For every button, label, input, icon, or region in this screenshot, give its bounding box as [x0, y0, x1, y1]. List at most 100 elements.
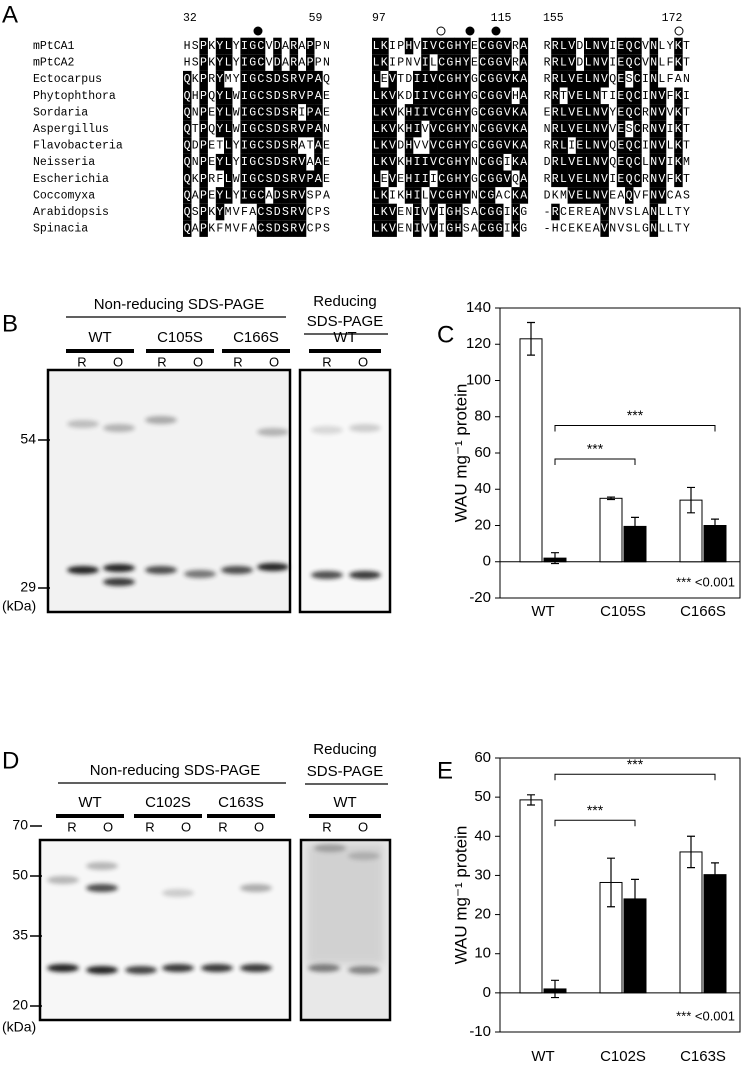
identity-shade — [437, 120, 447, 138]
identity-shade — [256, 70, 266, 88]
marker-label: 29 — [20, 579, 36, 595]
identity-shade — [486, 220, 496, 237]
identity-shade — [478, 187, 488, 204]
identity-shade — [281, 170, 290, 188]
band — [349, 571, 381, 579]
identity-shade — [281, 220, 290, 237]
identity-shade — [503, 170, 512, 188]
identity-shade — [674, 120, 683, 138]
lane-label: O — [269, 354, 279, 369]
identity-shade — [584, 104, 593, 121]
position-number: 155 — [543, 12, 564, 25]
sequence: -RCEREAVNVSLANLLTY — [544, 206, 690, 219]
lane-label: O — [254, 819, 264, 834]
identity-shade — [633, 153, 642, 171]
y-tick-label: 20 — [474, 906, 491, 923]
identity-shade — [429, 153, 438, 171]
y-tick-label: 80 — [474, 408, 491, 425]
identity-shade — [551, 120, 560, 138]
identity-shade — [592, 120, 601, 138]
x-tick-label: C166S — [680, 603, 726, 620]
group-label: WT — [333, 329, 356, 346]
identity-shade — [183, 87, 192, 105]
identity-shade — [437, 70, 447, 88]
identity-shade — [495, 54, 504, 71]
identity-shade — [600, 120, 609, 138]
panel-label: E — [437, 757, 453, 784]
identity-shade — [657, 104, 667, 121]
identity-shade — [511, 187, 520, 204]
identity-shade — [600, 70, 609, 88]
identity-shade — [265, 153, 274, 171]
identity-shade — [224, 170, 233, 188]
error-bar — [527, 321, 535, 356]
y-tick-label: 60 — [474, 749, 491, 766]
identity-shade — [380, 187, 389, 204]
identity-shade — [380, 87, 389, 105]
identity-shade — [215, 104, 225, 121]
error-bar — [551, 979, 559, 999]
identity-shade — [199, 87, 208, 105]
identity-shade — [495, 87, 504, 105]
identity-shade — [306, 120, 315, 138]
identity-shade — [445, 87, 455, 105]
identity-shade — [314, 120, 323, 138]
identity-shade — [297, 170, 307, 188]
bar — [599, 497, 623, 563]
smear — [307, 844, 384, 964]
panel-label: B — [2, 310, 18, 337]
identity-shade — [256, 203, 266, 221]
sequence: LKVENIVVIGHSACGGIKG — [373, 223, 528, 236]
identity-shade — [657, 170, 667, 188]
identity-shade — [445, 203, 455, 221]
identity-shade — [289, 170, 299, 188]
identity-shade — [511, 120, 520, 138]
identity-shade — [183, 70, 192, 88]
species-name: Spinacia — [33, 223, 88, 236]
sequence: QNPEYLWIGCSDSRIPAE — [184, 106, 330, 119]
identity-shade — [256, 170, 266, 188]
identity-shade — [625, 137, 634, 154]
identity-shade — [404, 153, 414, 171]
identity-shade — [437, 37, 447, 55]
identity-shade — [551, 87, 560, 105]
band — [348, 852, 380, 860]
identity-shade — [413, 187, 422, 204]
identity-shade — [429, 70, 438, 88]
cys-dot — [465, 26, 475, 36]
identity-shade — [559, 170, 568, 188]
identity-shade — [240, 87, 249, 105]
identity-shade — [625, 37, 634, 55]
y-axis-label: WAU mg⁻¹ protein — [451, 826, 470, 965]
group-label: C163S — [218, 794, 264, 811]
sequence: HSPKYLYIGCVDARAPPN — [184, 57, 330, 70]
identity-shade — [199, 54, 208, 71]
identity-shade — [633, 137, 642, 154]
y-tick-label: 10 — [474, 945, 491, 962]
identity-shade — [224, 187, 233, 204]
cys-dot — [491, 26, 501, 36]
identity-shade — [445, 137, 455, 154]
identity-shade — [429, 37, 438, 55]
identity-shade — [649, 153, 659, 171]
identity-shade — [567, 187, 577, 204]
identity-shade — [248, 54, 258, 71]
significance-label: *** — [627, 756, 644, 772]
identity-shade — [248, 70, 258, 88]
identity-shade — [429, 220, 438, 237]
identity-shade — [454, 87, 463, 105]
identity-shade — [306, 104, 315, 121]
identity-shade — [281, 70, 290, 88]
identity-shade — [445, 170, 455, 188]
identity-shade — [224, 104, 233, 121]
identity-shade — [421, 70, 430, 88]
identity-shade — [649, 137, 659, 154]
species-name: Coccomyxa — [33, 189, 95, 202]
species-name: Escherichia — [33, 173, 109, 186]
band — [257, 428, 289, 436]
sequence: RRLVDLNVIEQCVNLYKT — [544, 40, 690, 53]
gel-image — [298, 368, 392, 614]
position-number: 32 — [183, 12, 197, 25]
identity-shade — [224, 87, 233, 105]
